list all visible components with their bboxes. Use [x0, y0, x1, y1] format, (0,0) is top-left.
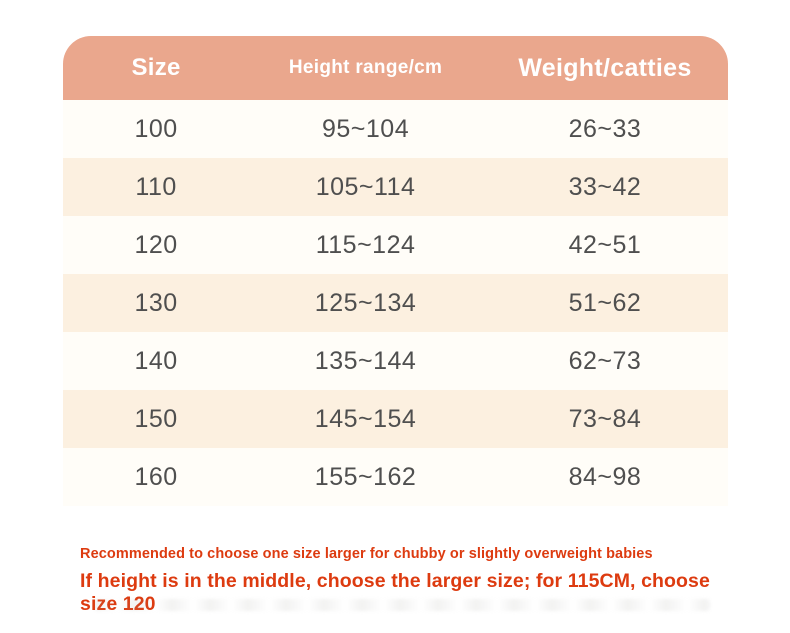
- cell-weight: 42~51: [568, 230, 642, 259]
- table-header-row: Size Height range/cm Weight/catties: [63, 36, 728, 100]
- cell-size: 130: [134, 288, 178, 317]
- table-row: 110 105~114 33~42: [63, 158, 728, 216]
- table-row: 150 145~154 73~84: [63, 390, 728, 448]
- note-middle-height: If height is in the middle, choose the l…: [80, 570, 710, 615]
- cell-size: 110: [135, 172, 177, 201]
- cell-weight: 26~33: [568, 114, 642, 143]
- cell-weight: 84~98: [568, 462, 642, 491]
- cell-size: 140: [134, 346, 178, 375]
- table-row: 100 95~104 26~33: [63, 100, 728, 158]
- size-chart-table: Size Height range/cm Weight/catties 100 …: [63, 36, 728, 506]
- size-notes: Recommended to choose one size larger fo…: [80, 546, 740, 616]
- header-cell-height: Height range/cm: [288, 57, 443, 78]
- cell-weight: 51~62: [568, 288, 642, 317]
- cell-size: 120: [134, 230, 178, 259]
- cell-size: 100: [134, 114, 178, 143]
- cell-height: 115~124: [315, 230, 416, 259]
- cell-weight: 62~73: [568, 346, 642, 375]
- cell-height: 105~114: [315, 172, 416, 201]
- cell-weight: 33~42: [568, 172, 642, 201]
- cell-height: 155~162: [314, 462, 417, 491]
- table-row: 140 135~144 62~73: [63, 332, 728, 390]
- cell-weight: 73~84: [568, 404, 642, 433]
- table-row: 130 125~134 51~62: [63, 274, 728, 332]
- cell-size: 150: [134, 404, 178, 433]
- cell-height: 145~154: [314, 404, 417, 433]
- header-cell-weight: Weight/catties: [518, 53, 692, 82]
- cell-height: 125~134: [314, 288, 417, 317]
- cell-size: 160: [134, 462, 178, 491]
- header-cell-size: Size: [131, 54, 181, 81]
- note-chubby-babies: Recommended to choose one size larger fo…: [80, 546, 653, 562]
- faded-text-artifact: [95, 599, 710, 611]
- cell-height: 135~144: [314, 346, 417, 375]
- cell-height: 95~104: [322, 114, 410, 143]
- table-row: 160 155~162 84~98: [63, 448, 728, 506]
- table-row: 120 115~124 42~51: [63, 216, 728, 274]
